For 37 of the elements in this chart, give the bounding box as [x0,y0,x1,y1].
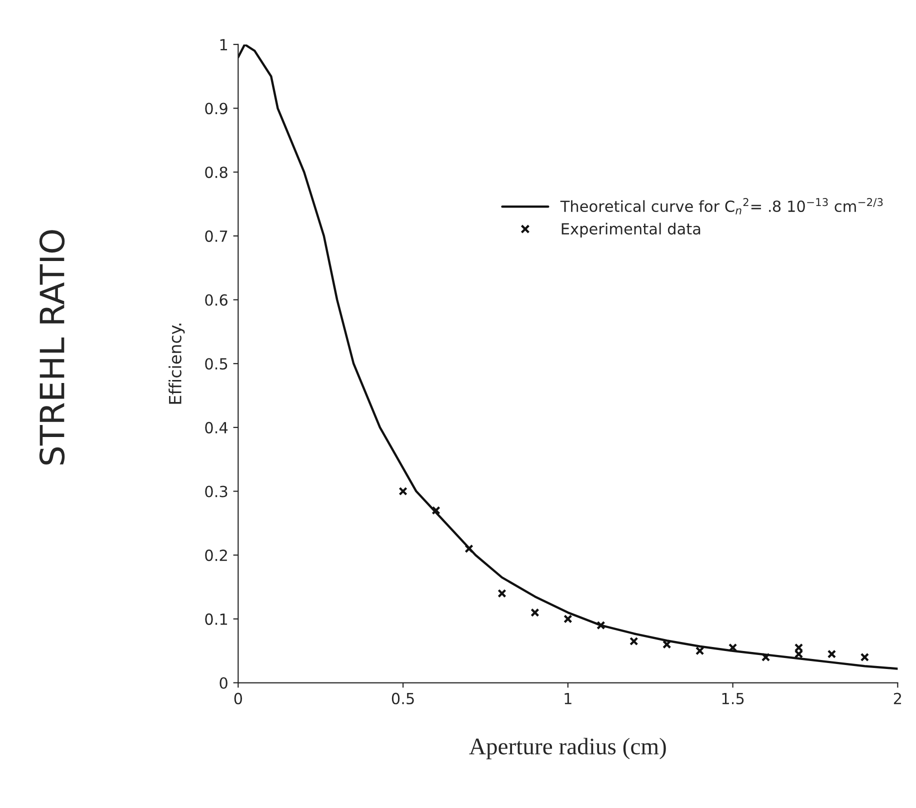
y-tick-label: 0.9 [205,102,228,114]
y-tick-label: 0.8 [205,166,228,178]
point [728,643,738,652]
y-tick-label: 0.1 [205,613,228,625]
y-tick-label: 0.3 [205,486,228,498]
point [432,506,440,515]
legend-label: Experimental data [562,222,700,238]
point [827,650,836,658]
point [498,589,506,598]
point [564,614,572,624]
point [596,620,606,630]
x-tick-label: 2 [894,692,902,704]
point [530,608,540,617]
x-tick-label: 1.5 [722,692,744,704]
legend-label: Theoretical curve for C$_{n}$$^{2}$= .8 10$^{−13}$ cm$^{−2/3}$ [560,198,883,214]
point [630,636,638,646]
point [761,652,770,662]
point [464,544,474,554]
x-tick-label: 0 [234,692,242,704]
y-tick-label: 0.4 [205,422,228,434]
x-tick-label: 0.5 [392,692,414,704]
point [860,652,870,662]
y-tick-label: 0.2 [205,550,227,562]
y-tick-label: 0.7 [205,230,228,242]
x-tick-label: 1 [564,692,572,704]
point [662,640,672,649]
y-tick-label: 0 [220,677,228,689]
line-series [238,44,898,670]
text: STREHL RATIO [39,230,65,464]
point [695,646,704,656]
y-tick-label: 0.5 [205,358,228,370]
point [398,486,408,496]
y-axis-title: Efficiency. [168,324,185,404]
point [794,650,804,658]
y-tick-label: 0.6 [205,294,228,306]
x-axis-title: Aperture radius (cm) [469,738,666,760]
y-tick-label: 1 [220,39,228,50]
